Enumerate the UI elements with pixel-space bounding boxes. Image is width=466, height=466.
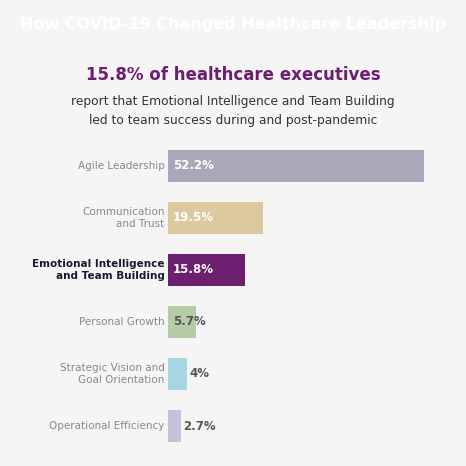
Text: Agile Leadership: Agile Leadership [78, 161, 164, 171]
Text: Emotional Intelligence
and Team Building: Emotional Intelligence and Team Building [32, 259, 164, 281]
Text: 2.7%: 2.7% [184, 419, 216, 432]
Bar [168, 410, 181, 442]
Text: 5.7%: 5.7% [173, 315, 206, 329]
Text: Strategic Vision and
Goal Orientation: Strategic Vision and Goal Orientation [60, 363, 164, 385]
Bar [168, 150, 424, 182]
Bar [168, 202, 263, 234]
Bar [168, 254, 245, 286]
Text: 15.8%: 15.8% [173, 263, 214, 276]
Text: 19.5%: 19.5% [173, 212, 214, 224]
Text: report that Emotional Intelligence and Team Building
led to team success during : report that Emotional Intelligence and T… [71, 95, 395, 127]
Text: Communication
and Trust: Communication and Trust [82, 206, 164, 229]
Text: How COVID-19 Changed Healthcare Leadership: How COVID-19 Changed Healthcare Leadersh… [20, 17, 446, 32]
Text: Operational Efficiency: Operational Efficiency [49, 421, 164, 431]
Text: 15.8% of healthcare executives: 15.8% of healthcare executives [86, 66, 380, 83]
Text: Personal Growth: Personal Growth [79, 317, 164, 327]
Bar [168, 306, 196, 338]
Bar [168, 358, 187, 390]
Text: 52.2%: 52.2% [173, 159, 213, 172]
Text: 4%: 4% [190, 368, 210, 380]
